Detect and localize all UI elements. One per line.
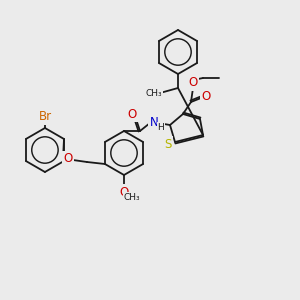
Text: O: O: [201, 89, 211, 103]
Text: CH₃: CH₃: [146, 88, 162, 98]
Text: O: O: [119, 185, 129, 199]
Text: H: H: [158, 122, 164, 131]
Text: Br: Br: [38, 110, 52, 124]
Text: H: H: [158, 122, 164, 131]
Text: O: O: [188, 76, 198, 89]
Text: O: O: [128, 107, 136, 121]
Text: O: O: [119, 185, 129, 199]
Text: Br: Br: [38, 110, 52, 124]
Text: O: O: [201, 89, 211, 103]
Text: CH₃: CH₃: [124, 193, 140, 202]
Text: O: O: [188, 76, 198, 89]
Text: CH₃: CH₃: [124, 193, 140, 202]
Text: O: O: [63, 152, 73, 166]
Text: S: S: [164, 137, 172, 151]
Text: N: N: [150, 116, 158, 128]
Text: O: O: [128, 107, 136, 121]
Text: S: S: [164, 137, 172, 151]
Text: N: N: [150, 116, 158, 128]
Text: O: O: [63, 152, 73, 166]
Text: CH₃: CH₃: [146, 88, 162, 98]
